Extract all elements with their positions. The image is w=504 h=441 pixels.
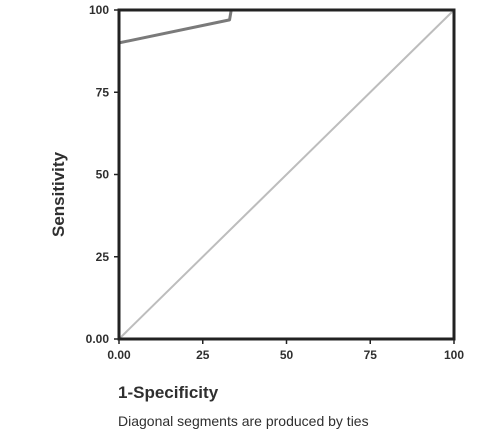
- reference-diagonal-line: [118, 9, 455, 340]
- x-axis-ticks: 0.00 25 50 75 100: [107, 339, 464, 362]
- x-tick-label: 75: [364, 348, 378, 362]
- y-tick-label: 100: [89, 3, 109, 17]
- x-tick-label: 50: [280, 348, 294, 362]
- plot-lines: [118, 8, 456, 340]
- footnote: Diagonal segments are produced by ties: [118, 413, 369, 429]
- y-axis-label: Sensitivity: [49, 151, 68, 237]
- x-tick-label: 100: [444, 348, 464, 362]
- y-axis-ticks: 0.00 25 50 75 100: [86, 3, 119, 346]
- x-axis-label: 1-Specificity: [118, 383, 219, 402]
- x-tick-label: 0.00: [107, 348, 131, 362]
- y-tick-label: 25: [96, 250, 110, 264]
- y-tick-label: 75: [96, 85, 110, 99]
- y-tick-label: 0.00: [86, 332, 110, 346]
- x-tick-label: 25: [196, 348, 210, 362]
- y-tick-label: 50: [96, 168, 110, 182]
- plot-frame: [117, 8, 456, 341]
